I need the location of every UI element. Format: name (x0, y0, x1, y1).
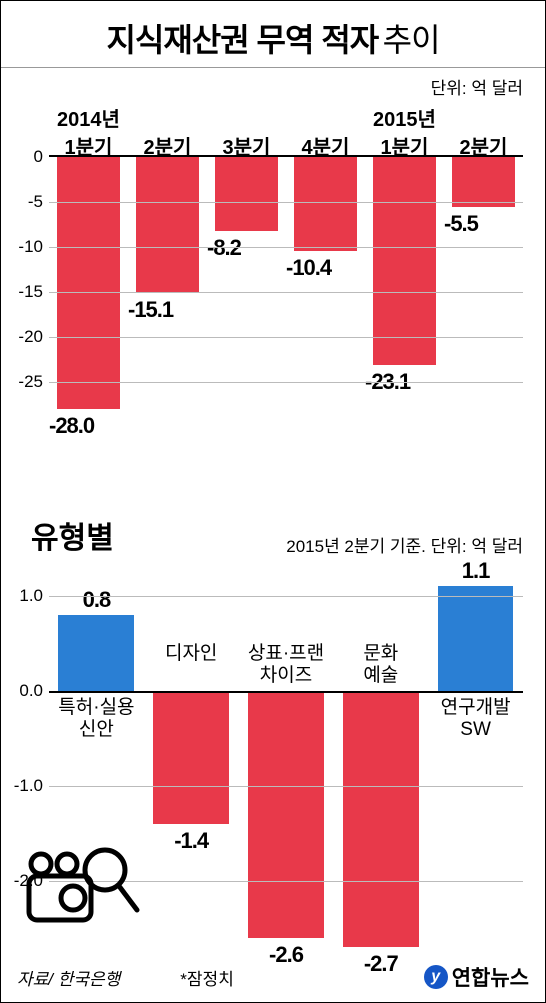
y-axis-label: -10 (18, 237, 49, 257)
zero-line (49, 691, 523, 693)
bar-cell: -8.2 (207, 157, 286, 425)
bar-value: -1.4 (139, 828, 243, 854)
year-label (444, 103, 523, 131)
y-axis-label: -20 (18, 327, 49, 347)
bar-cell: -28.0 (49, 157, 128, 425)
bar (215, 157, 278, 231)
bar (373, 157, 436, 365)
y-axis-label: 1.0 (19, 586, 49, 606)
year-label (128, 103, 207, 131)
gridline (49, 292, 523, 293)
source-text: 자료/ 한국은행 (17, 965, 120, 990)
gridline (49, 382, 523, 383)
bar (452, 157, 515, 207)
category-label: 연구개발 SW (419, 697, 533, 741)
category-label: 특허·실용 신안 (40, 697, 154, 741)
bar-cell: -10.4 (286, 157, 365, 425)
unit-sub: 2015년 2분기 기준. 단위: 억 달러 (286, 532, 523, 557)
unit-top: 단위: 억 달러 (1, 68, 545, 99)
y-axis-label: 0.0 (19, 681, 49, 701)
quarter-label: 2분기 (444, 131, 523, 155)
bar (343, 691, 419, 948)
bar (136, 157, 199, 293)
bar-cell: -15.1 (128, 157, 207, 425)
subtitle: 유형별 (31, 513, 114, 557)
bar-cell: -5.5 (444, 157, 523, 425)
footnote: *잠정치 (180, 965, 234, 990)
camera-magnifier-icon (21, 842, 141, 932)
gridline (49, 786, 523, 787)
deficit-trend-chart: 2014년 2015년 1분기 2분기 3분기 4분기 1분기 2분기 -28.… (49, 103, 523, 473)
year-label: 2014년 (49, 103, 128, 131)
subtitle-row: 유형별 2015년 2분기 기준. 단위: 억 달러 (1, 473, 545, 557)
bar (58, 615, 134, 691)
title-light: 추이 (383, 22, 440, 58)
quarter-label: 1분기 (49, 131, 128, 155)
year-label (207, 103, 286, 131)
title-bold: 지식재산권 무역 적자 (106, 22, 378, 58)
bar-value: 1.1 (423, 558, 527, 584)
quarter-label: 4분기 (286, 131, 365, 155)
bar-cell: -1.4디자인 (144, 567, 239, 957)
quarter-row: 1분기 2분기 3분기 4분기 1분기 2분기 (49, 131, 523, 155)
gridline (49, 202, 523, 203)
quarter-label: 1분기 (365, 131, 444, 155)
bar-cell: -2.6상표·프랜 차이즈 (239, 567, 334, 957)
y-axis-label: -1.0 (14, 776, 49, 796)
y-axis-label: -15 (18, 282, 49, 302)
brand-text: 연합뉴스 (452, 962, 529, 992)
y-axis-label: -25 (18, 372, 49, 392)
bar (294, 157, 357, 251)
y-axis-label: 0 (34, 147, 49, 167)
year-row: 2014년 2015년 (49, 103, 523, 131)
bar-cell: 1.1연구개발 SW (428, 567, 523, 957)
brand: y 연합뉴스 (424, 962, 529, 992)
bar (57, 157, 120, 409)
quarter-label: 2분기 (128, 131, 207, 155)
y-axis-label: -5 (28, 192, 49, 212)
category-label: 문화 예술 (324, 643, 438, 687)
gridline (49, 247, 523, 248)
brand-icon: y (424, 965, 448, 989)
quarter-label: 3분기 (207, 131, 286, 155)
year-label (286, 103, 365, 131)
bar-cell: -2.7문화 예술 (333, 567, 428, 957)
chart1-bars: -28.0 -15.1 -8.2 -10.4 -23.1 -5.5 (49, 157, 523, 425)
year-label: 2015년 (365, 103, 444, 131)
bar (438, 586, 514, 691)
bar-value: -5.5 (444, 211, 539, 237)
chart1-plot: -28.0 -15.1 -8.2 -10.4 -23.1 -5.5 0-5-10… (49, 155, 523, 425)
gridline (49, 337, 523, 338)
footer: 자료/ 한국은행 *잠정치 y 연합뉴스 (1, 962, 545, 992)
bar (248, 691, 324, 938)
bar-value: 0.8 (44, 587, 148, 613)
bar-cell: -23.1 (365, 157, 444, 425)
bar (153, 691, 229, 824)
gridline (49, 596, 523, 597)
main-title: 지식재산권 무역 적자 추이 (1, 1, 545, 68)
